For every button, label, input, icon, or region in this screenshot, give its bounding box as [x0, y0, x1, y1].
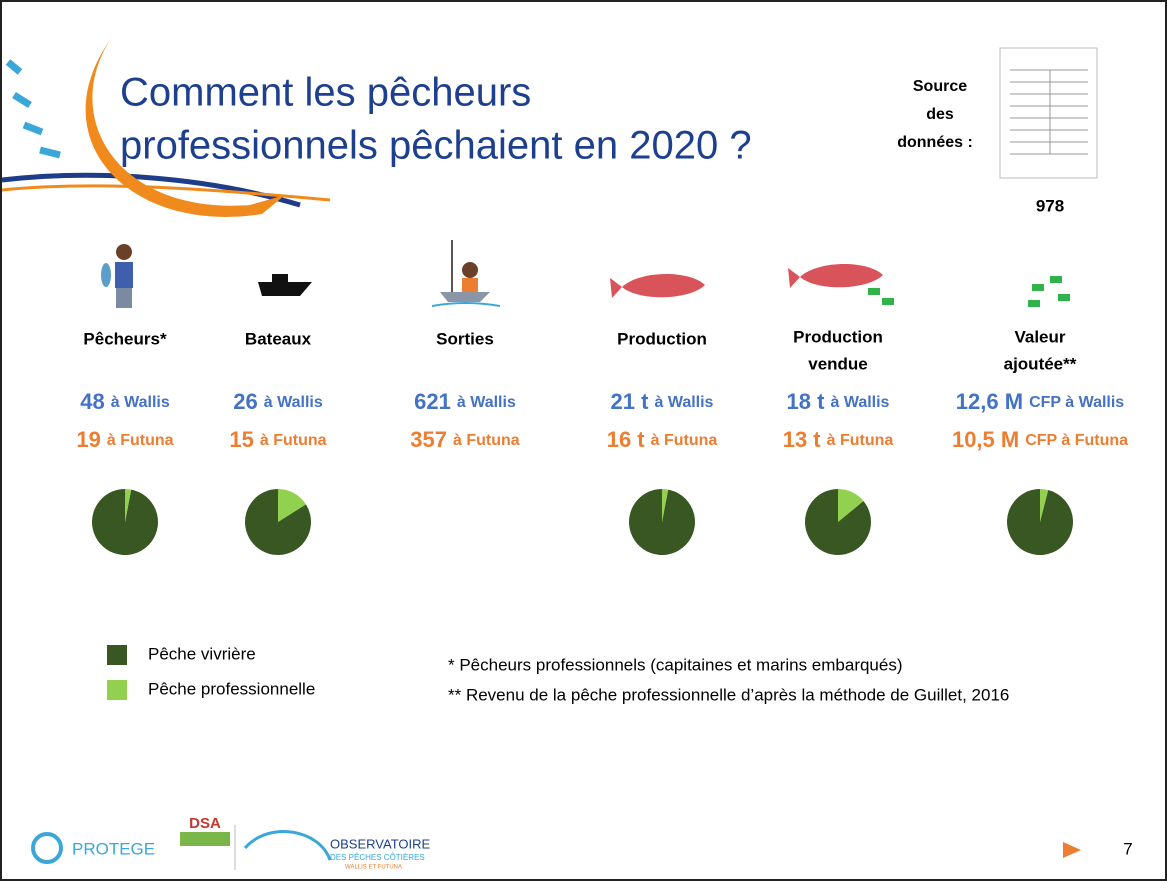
pie-slice — [662, 489, 669, 522]
value-number: 21 t — [611, 389, 650, 414]
futuna-value: 15 à Futuna — [229, 427, 326, 452]
column-label: Valeur — [1014, 327, 1065, 346]
wallis-value: 621 à Wallis — [414, 389, 516, 414]
value-text: CFP à Futuna — [1025, 432, 1128, 449]
legend-label: Pêche professionnelle — [148, 679, 315, 698]
value-number: 10,5 M — [952, 427, 1019, 452]
observatoire-logo-text: OBSERVATOIRE — [330, 836, 431, 851]
column-label: vendue — [808, 354, 868, 373]
futuna-value: 16 t à Futuna — [607, 427, 718, 452]
observatoire-logo-place: WALLIS ET FUTUNA — [345, 865, 402, 871]
dsa-logo-text: DSA — [189, 815, 221, 832]
value-text: CFP à Wallis — [1029, 394, 1124, 411]
value-text: à Wallis — [111, 394, 170, 411]
value-text: à Futuna — [107, 432, 174, 449]
value-number: 15 — [229, 427, 253, 452]
column-label: Pêcheurs* — [83, 329, 167, 348]
form-thumbnail — [999, 47, 1098, 179]
value-text: à Futuna — [260, 432, 327, 449]
value-number: 357 — [410, 427, 447, 452]
futuna-value: 13 t à Futuna — [783, 427, 894, 452]
value-number: 12,6 M — [956, 389, 1023, 414]
wallis-value: 12,6 M CFP à Wallis — [956, 389, 1125, 414]
futuna-value: 19 à Futuna — [76, 427, 173, 452]
column-label: Production — [617, 329, 707, 348]
value-text: à Wallis — [830, 394, 889, 411]
value-number: 19 — [76, 427, 100, 452]
value-number: 16 t — [607, 427, 646, 452]
pie-slice — [91, 489, 158, 555]
legend-label: Pêche vivrière — [148, 644, 256, 663]
source-label: des — [926, 106, 954, 123]
futuna-value: 10,5 M CFP à Futuna — [952, 427, 1128, 452]
icons — [101, 240, 1070, 308]
pie-slice — [805, 489, 872, 555]
column-label: Sorties — [436, 329, 494, 348]
column-label: Bateaux — [245, 329, 312, 348]
pie-slice — [1040, 489, 1049, 522]
pie-slice — [278, 489, 306, 522]
protege-logo-text: PROTEGE — [72, 839, 155, 858]
value-text: à Wallis — [264, 394, 323, 411]
value-number: 48 — [80, 389, 104, 414]
swoosh-decoration — [1, 40, 331, 217]
pie-slice — [838, 489, 864, 522]
column-label: Production — [793, 327, 883, 346]
pie-slice — [125, 489, 132, 522]
value-number: 26 — [233, 389, 257, 414]
wallis-value: 48 à Wallis — [80, 389, 170, 414]
value-text: à Wallis — [654, 394, 713, 411]
title-line: Comment les pêcheurs — [120, 71, 531, 115]
source-count: 978 — [1036, 196, 1064, 215]
value-text: à Futuna — [651, 432, 718, 449]
wallis-value: 26 à Wallis — [233, 389, 323, 414]
title-line: professionnels pêchaient en 2020 ? — [120, 124, 752, 168]
value-number: 13 t — [783, 427, 822, 452]
footer-logos — [31, 825, 1081, 870]
value-number: 621 — [414, 389, 451, 414]
legend-swatch — [107, 645, 127, 665]
footnote: * Pêcheurs professionnels (capitaines et… — [448, 655, 903, 674]
value-number: 18 t — [787, 389, 826, 414]
value-text: à Wallis — [457, 394, 516, 411]
value-text: à Futuna — [453, 432, 520, 449]
pie-slice — [628, 489, 695, 555]
footnote: ** Revenu de la pêche professionnelle d’… — [448, 685, 1009, 704]
futuna-value: 357 à Futuna — [410, 427, 519, 452]
page-number: 7 — [1123, 839, 1132, 858]
legend-swatch — [107, 680, 127, 700]
source-label: Source — [913, 78, 967, 95]
column-label: ajoutée** — [1004, 354, 1077, 373]
observatoire-logo-subtext: DES PÊCHES CÔTIÈRES — [330, 853, 425, 862]
source-label: données : — [897, 134, 973, 151]
value-text: à Futuna — [827, 432, 894, 449]
